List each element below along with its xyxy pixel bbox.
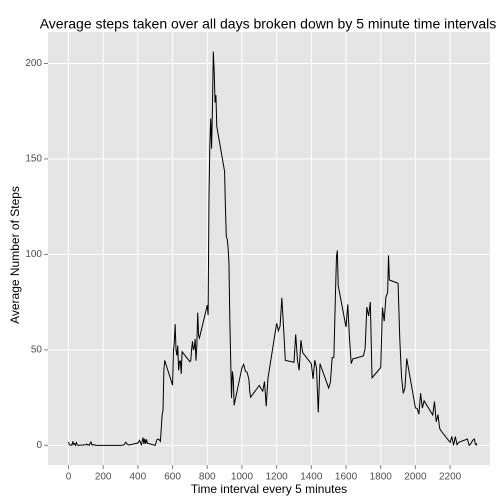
- x-tick-label: 800: [199, 472, 216, 483]
- y-tick-label: 50: [31, 345, 43, 356]
- x-tick-label: 200: [95, 472, 112, 483]
- x-tick-label: 1400: [300, 472, 323, 483]
- x-tick-label: 0: [66, 472, 72, 483]
- chart-title: Average steps taken over all days broken…: [40, 16, 497, 32]
- x-tick-label: 1600: [335, 472, 358, 483]
- plot-panel: [48, 32, 490, 465]
- y-tick-label: 0: [36, 440, 42, 451]
- x-tick-label: 2200: [439, 472, 462, 483]
- x-axis-title: Time interval every 5 minutes: [191, 482, 347, 496]
- data-line: [67, 51, 478, 447]
- x-tick-label: 1000: [231, 472, 254, 483]
- y-tick-label: 150: [25, 154, 42, 165]
- x-tick-label: 2000: [404, 472, 427, 483]
- x-tick-label: 1800: [370, 472, 393, 483]
- x-tick-label: 400: [130, 472, 147, 483]
- y-tick-label: 200: [25, 58, 42, 69]
- y-tick-label: 100: [25, 249, 42, 260]
- x-tick-label: 1200: [266, 472, 289, 483]
- x-tick-label: 600: [164, 472, 181, 483]
- y-axis-title: Average Number of Steps: [8, 186, 22, 324]
